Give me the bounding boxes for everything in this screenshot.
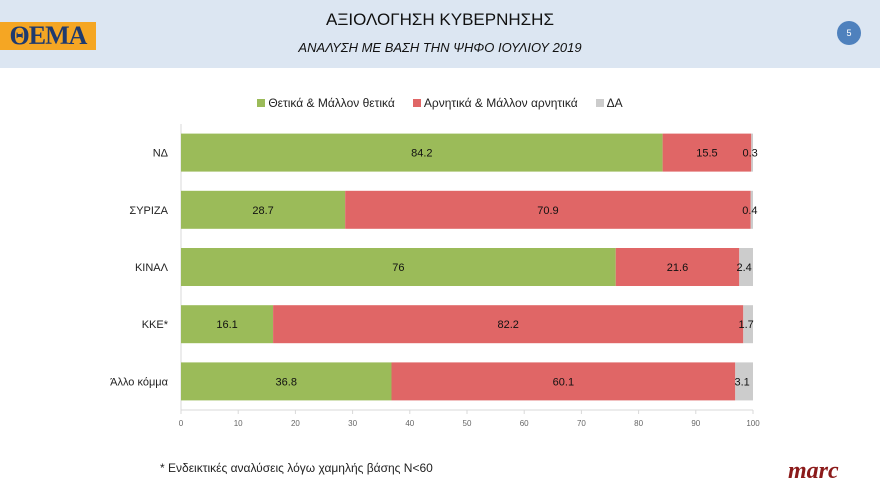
legend-item: Θετικά & Μάλλον θετικά (257, 96, 395, 110)
x-tick-label: 70 (577, 419, 586, 428)
data-label: 1.7 (738, 319, 753, 331)
chart-legend: Θετικά & Μάλλον θετικά Αρνητικά & Μάλλον… (0, 96, 880, 110)
x-tick-label: 10 (234, 419, 243, 428)
bar-segment (743, 305, 753, 344)
data-label: 16.1 (216, 319, 237, 331)
data-label: 70.9 (537, 205, 558, 217)
page-subtitle: ΑΝΑΛΥΣΗ ΜΕ ΒΑΣΗ ΤΗΝ ΨΗΦΟ ΙΟΥΛΙΟΥ 2019 (298, 40, 582, 55)
page-title: ΑΞΙΟΛΟΓΗΣΗ ΚΥΒΕΡΝΗΣΗΣ (326, 10, 554, 29)
legend-item: Αρνητικά & Μάλλον αρνητικά (412, 96, 578, 110)
category-label: ΚΚΕ* (142, 319, 169, 331)
bar-segment (615, 248, 740, 286)
bar-segment (345, 190, 751, 229)
data-label: 2.4 (736, 262, 751, 274)
bar-segment (181, 305, 274, 344)
legend-swatch (257, 99, 266, 107)
data-label: 36.8 (276, 376, 297, 388)
x-tick-label: 40 (405, 419, 414, 428)
header-bar: ΘΕΜΑ ΑΞΙΟΛΟΓΗΣΗ ΚΥΒΕΡΝΗΣΗΣ ΑΝΑΛΥΣΗ ΜΕ ΒΑ… (0, 0, 880, 68)
data-label: 15.5 (696, 148, 717, 160)
legend-label: Θετικά & Μάλλον θετικά (268, 96, 395, 110)
bar-segment (181, 133, 663, 172)
data-label: 84.2 (411, 148, 432, 160)
x-tick-label: 80 (634, 419, 643, 428)
bar-segment (181, 362, 392, 401)
x-tick-label: 90 (691, 419, 700, 428)
bar-segment (181, 190, 346, 229)
bar-segment (739, 248, 753, 286)
legend-label: Αρνητικά & Μάλλον αρνητικά (423, 96, 578, 110)
data-label: 0.3 (742, 148, 757, 160)
bar-segment (751, 133, 753, 172)
marc-logo: marc (788, 458, 839, 484)
category-label: ΣΥΡΙΖΑ (129, 205, 168, 217)
bar-segment (273, 305, 744, 344)
x-tick-label: 60 (520, 419, 529, 428)
legend-item: ΔΑ (595, 96, 623, 110)
footnote: * Ενδεικτικές αναλύσεις λόγω χαμηλής βάσ… (160, 461, 433, 475)
category-label: ΚΙΝΑΛ (135, 262, 169, 274)
legend-label: ΔΑ (606, 96, 623, 110)
bar-segment (735, 362, 753, 401)
category-label: Άλλο κόμμα (110, 376, 169, 388)
data-label: 0.4 (742, 205, 757, 217)
data-label: 60.1 (553, 376, 574, 388)
bar-segment (662, 133, 752, 172)
data-label: 76 (392, 262, 404, 274)
thema-logo: ΘΕΜΑ (0, 22, 96, 50)
x-tick-label: 100 (746, 419, 760, 428)
x-tick-label: 30 (348, 419, 357, 428)
legend-swatch (412, 99, 421, 107)
x-tick-label: 20 (291, 419, 300, 428)
legend-swatch (595, 99, 604, 107)
data-label: 28.7 (252, 205, 273, 217)
data-label: 21.6 (667, 262, 688, 274)
data-label: 82.2 (497, 319, 518, 331)
x-tick-label: 50 (463, 419, 472, 428)
page-number-badge: 5 (837, 21, 861, 45)
category-label: ΝΔ (153, 148, 169, 160)
bar-segment (181, 248, 616, 286)
x-tick-label: 0 (179, 419, 184, 428)
bar-segment (391, 362, 736, 401)
data-label: 3.1 (734, 376, 749, 388)
bar-segment (750, 190, 753, 229)
